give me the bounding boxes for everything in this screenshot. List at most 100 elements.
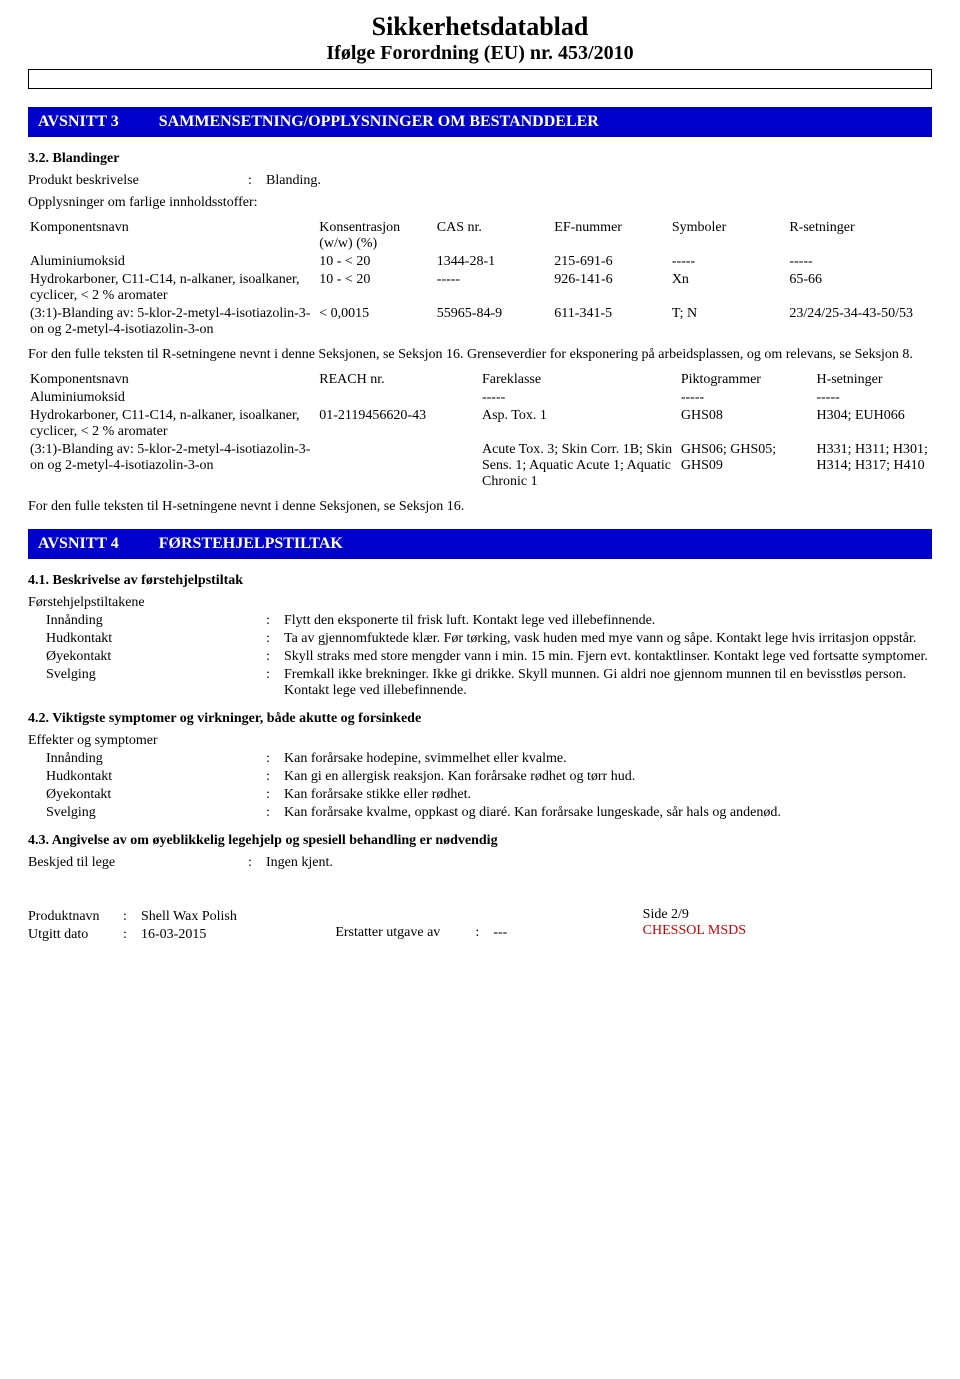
cell: ----- [670, 253, 788, 271]
section-4-title: FØRSTEHJELPSTILTAK [159, 535, 922, 553]
first-aid-measures-label: Førstehjelpstiltakene [28, 595, 932, 611]
colon: : [266, 769, 284, 785]
eye-label: Øyekontakt [46, 649, 266, 665]
cell: H304; EUH066 [814, 407, 932, 441]
sub-3-2: 3.2. Blandinger [28, 151, 932, 167]
composition-table-2: Komponentsnavn REACH nr. Fareklasse Pikt… [28, 371, 932, 491]
footer-date-label: Utgitt dato [28, 927, 123, 943]
cell: 1344-28-1 [435, 253, 553, 271]
cell: Aluminiumoksid [28, 253, 317, 271]
eye-value: Skyll straks med store mengder vann i mi… [284, 649, 932, 665]
section-3-bar: AVSNITT 3 SAMMENSETNING/OPPLYSNINGER OM … [28, 107, 932, 137]
section-4-bar: AVSNITT 4 FØRSTEHJELPSTILTAK [28, 529, 932, 559]
th-conc: Konsentrasjon (w/w) (%) [317, 219, 435, 253]
table-header-row: Komponentsnavn Konsentrasjon (w/w) (%) C… [28, 219, 932, 253]
cell: ----- [814, 389, 932, 407]
ingestion-sym-value: Kan forårsake kvalme, oppkast og diaré. … [284, 805, 932, 821]
cell: T; N [670, 305, 788, 339]
colon: : [123, 909, 141, 925]
ingestion-label: Svelging [46, 667, 266, 699]
th-r: R-setninger [787, 219, 932, 253]
ingestion-sym-label: Svelging [46, 805, 266, 821]
cell: (3:1)-Blanding av: 5-klor-2-metyl-4-isot… [28, 441, 317, 491]
colon: : [266, 613, 284, 629]
th-hazardclass: Fareklasse [480, 371, 679, 389]
cell: 10 - < 20 [317, 253, 435, 271]
header-rule [28, 69, 932, 89]
table-row: Aluminiumoksid 10 - < 20 1344-28-1 215-6… [28, 253, 932, 271]
table-row: (3:1)-Blanding av: 5-klor-2-metyl-4-isot… [28, 305, 932, 339]
effects-label: Effekter og symptomer [28, 733, 932, 749]
doc-subtitle: Ifølge Forordning (EU) nr. 453/2010 [28, 42, 932, 65]
colon: : [266, 787, 284, 803]
doc-title: Sikkerhetsdatablad [28, 12, 932, 42]
table-row: (3:1)-Blanding av: 5-klor-2-metyl-4-isot… [28, 441, 932, 491]
colon: : [248, 173, 266, 189]
r-phrase-note: For den fulle teksten til R-setningene n… [28, 347, 932, 363]
table-row: Hydrokarboner, C11-C14, n-alkaner, isoal… [28, 271, 932, 305]
cell: 926-141-6 [552, 271, 670, 305]
cell [317, 389, 480, 407]
section-3-num: AVSNITT 3 [38, 113, 119, 131]
notice-value: Ingen kjent. [266, 855, 932, 871]
colon: : [266, 667, 284, 699]
table-row: Aluminiumoksid ----- ----- ----- [28, 389, 932, 407]
product-desc-value: Blanding. [266, 173, 932, 189]
colon: : [266, 805, 284, 821]
colon: : [248, 855, 266, 871]
cell: 10 - < 20 [317, 271, 435, 305]
cell: (3:1)-Blanding av: 5-klor-2-metyl-4-isot… [28, 305, 317, 339]
ingestion-value: Fremkall ikke brekninger. Ikke gi drikke… [284, 667, 932, 699]
cell: GHS06; GHS05; GHS09 [679, 441, 815, 491]
th-ef: EF-nummer [552, 219, 670, 253]
skin-label: Hudkontakt [46, 631, 266, 647]
cell: 215-691-6 [552, 253, 670, 271]
cell: ----- [679, 389, 815, 407]
th-component: Komponentsnavn [28, 371, 317, 389]
table-header-row: Komponentsnavn REACH nr. Fareklasse Pikt… [28, 371, 932, 389]
colon: : [123, 927, 141, 943]
footer-date-value: 16-03-2015 [141, 927, 317, 943]
cell: Acute Tox. 3; Skin Corr. 1B; Skin Sens. … [480, 441, 679, 491]
cell: GHS08 [679, 407, 815, 441]
skin-sym-label: Hudkontakt [46, 769, 266, 785]
colon: : [266, 649, 284, 665]
cell: 23/24/25-34-43-50/53 [787, 305, 932, 339]
cell: Xn [670, 271, 788, 305]
section-3-title: SAMMENSETNING/OPPLYSNINGER OM BESTANDDEL… [159, 113, 922, 131]
cell: ----- [480, 389, 679, 407]
cell: < 0,0015 [317, 305, 435, 339]
inhalation-sym-value: Kan forårsake hodepine, svimmelhet eller… [284, 751, 932, 767]
th-cas: CAS nr. [435, 219, 553, 253]
cell: 611-341-5 [552, 305, 670, 339]
product-desc-label: Produkt beskrivelse [28, 173, 248, 189]
cell: Aluminiumoksid [28, 389, 317, 407]
inhalation-sym-label: Innånding [46, 751, 266, 767]
colon: : [475, 925, 493, 941]
skin-sym-value: Kan gi en allergisk reaksjon. Kan forårs… [284, 769, 932, 785]
eye-sym-value: Kan forårsake stikke eller rødhet. [284, 787, 932, 803]
page-footer: Produktnavn:Shell Wax Polish Utgitt dato… [28, 907, 932, 945]
footer-prod-label: Produktnavn [28, 909, 123, 925]
cell: ----- [787, 253, 932, 271]
cell: H331; H311; H301; H314; H317; H410 [814, 441, 932, 491]
footer-replaces-label: Erstatter utgave av [335, 925, 475, 941]
section-4-num: AVSNITT 4 [38, 535, 119, 553]
colon: : [266, 751, 284, 767]
inhalation-label: Innånding [46, 613, 266, 629]
notice-label: Beskjed til lege [28, 855, 248, 871]
cell: ----- [435, 271, 553, 305]
cell: 01-2119456620-43 [317, 407, 480, 441]
th-symbols: Symboler [670, 219, 788, 253]
sub-4-2: 4.2. Viktigste symptomer og virkninger, … [28, 711, 932, 727]
footer-prod-value: Shell Wax Polish [141, 909, 317, 925]
skin-value: Ta av gjennomfuktede klær. Før tørking, … [284, 631, 932, 647]
hazard-info-line: Opplysninger om farlige innholdsstoffer: [28, 195, 932, 211]
cell: Hydrokarboner, C11-C14, n-alkaner, isoal… [28, 271, 317, 305]
cell: 55965-84-9 [435, 305, 553, 339]
footer-replaces-value: --- [493, 925, 624, 941]
cell: 65-66 [787, 271, 932, 305]
th-reach: REACH nr. [317, 371, 480, 389]
eye-sym-label: Øyekontakt [46, 787, 266, 803]
inhalation-value: Flytt den eksponerte til frisk luft. Kon… [284, 613, 932, 629]
